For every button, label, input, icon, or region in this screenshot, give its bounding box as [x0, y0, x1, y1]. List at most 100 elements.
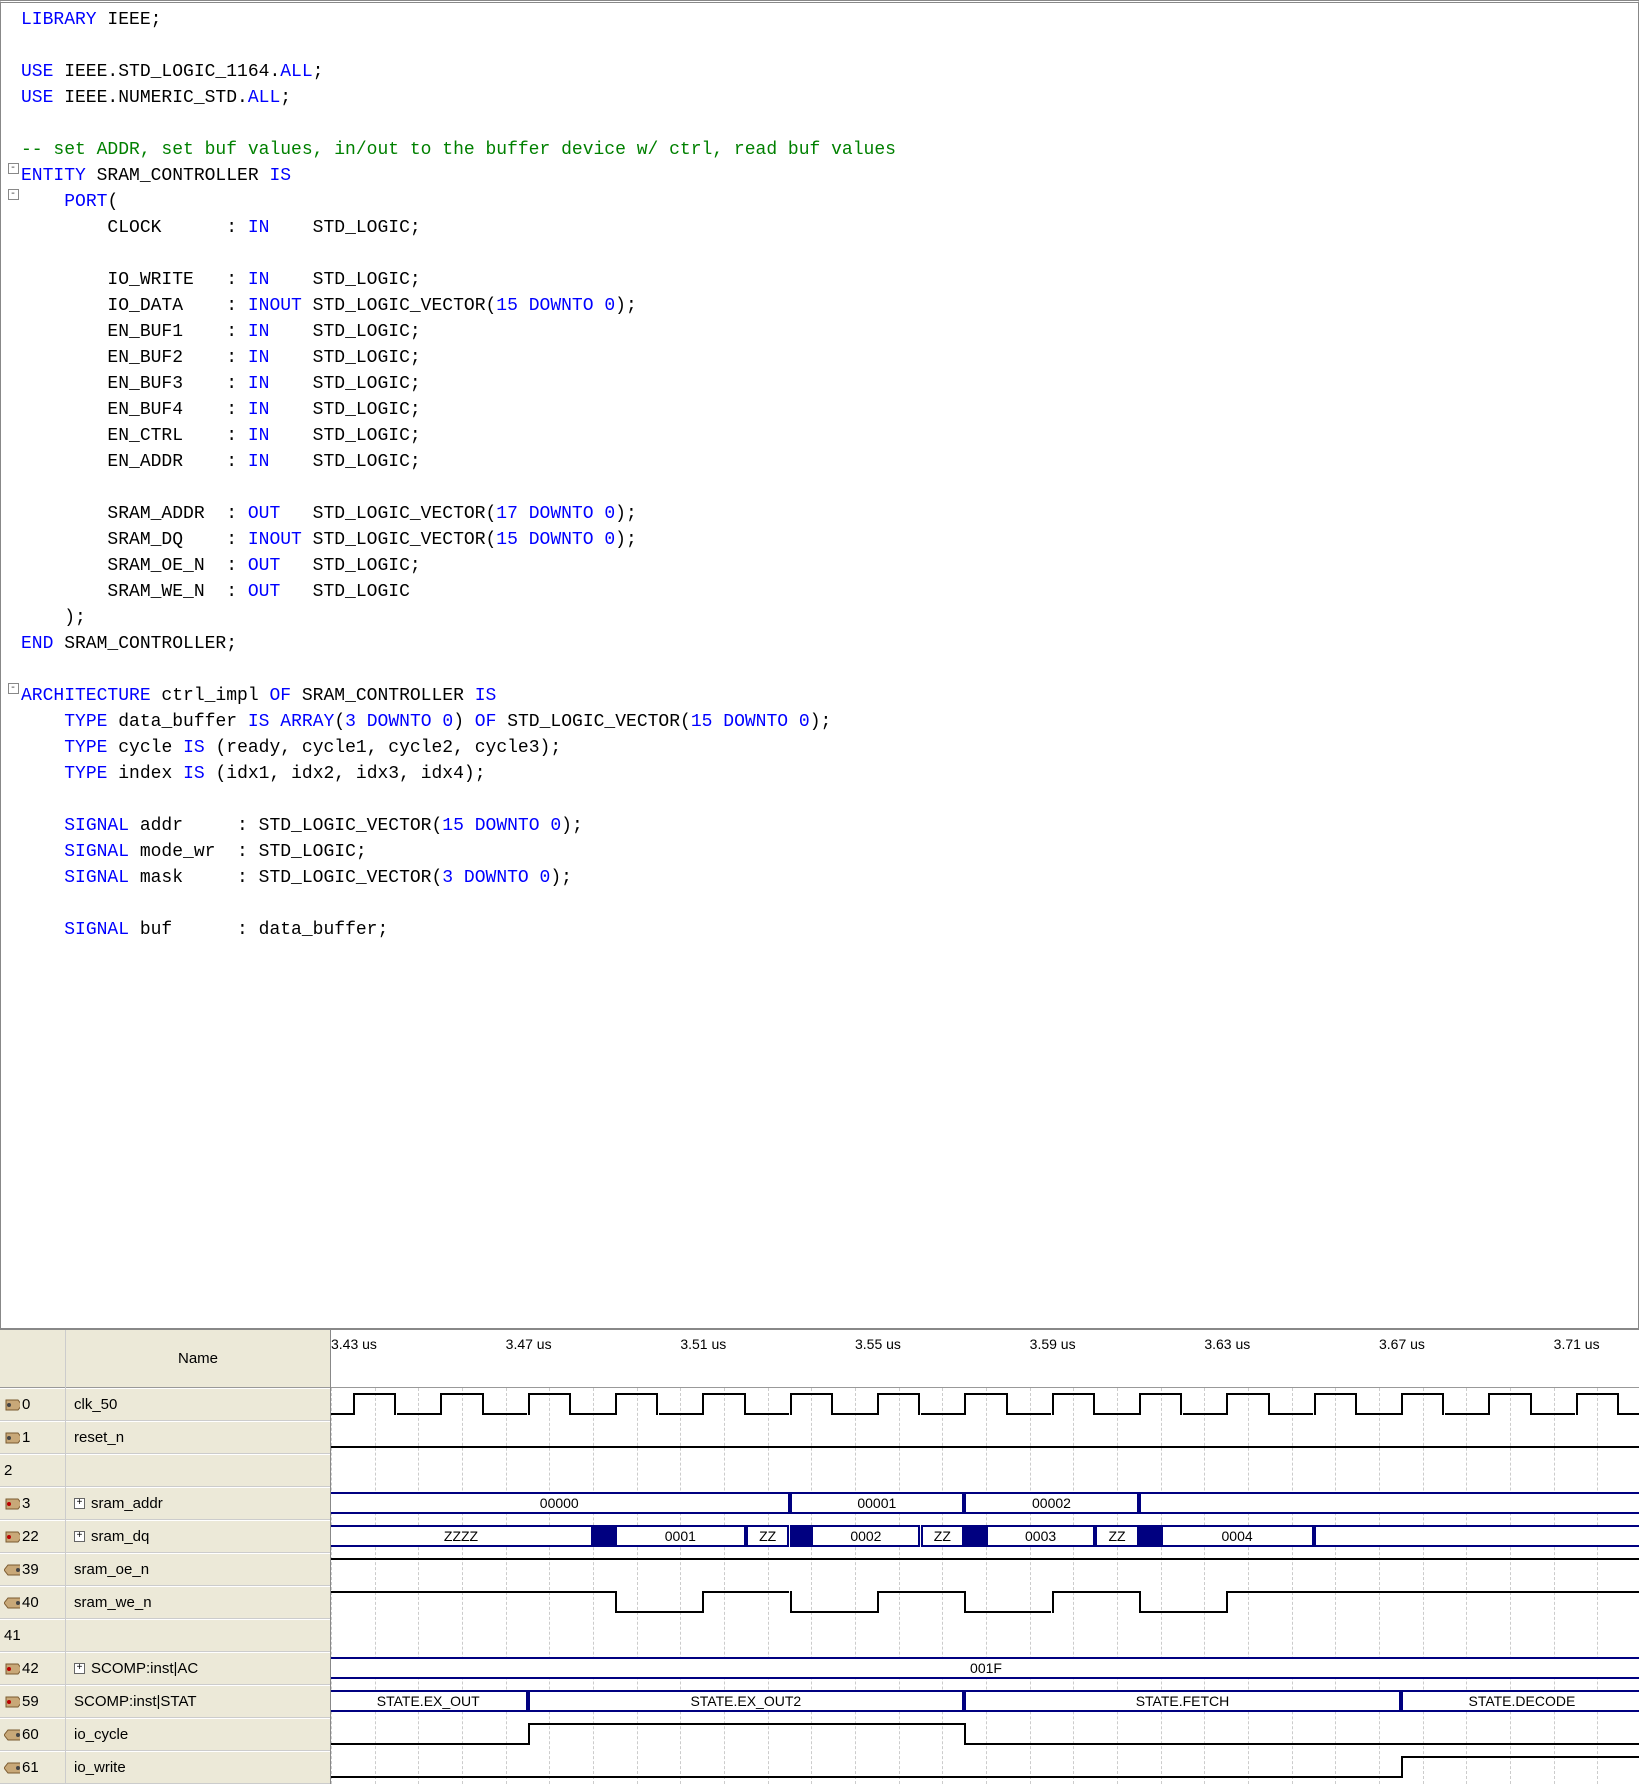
signal-index[interactable]: 41 — [0, 1619, 65, 1652]
code-line[interactable]: SIGNAL mask : STD_LOGIC_VECTOR(3 DOWNTO … — [5, 865, 1638, 891]
code-line[interactable]: END SRAM_CONTROLLER; — [5, 631, 1638, 657]
bus-segment: 0002 — [811, 1525, 920, 1547]
bus-segment — [1314, 1525, 1639, 1547]
name-header: Name — [66, 1330, 330, 1388]
code-line[interactable] — [5, 241, 1638, 267]
fold-toggle-icon[interactable]: - — [8, 189, 19, 200]
code-line[interactable]: TYPE cycle IS (ready, cycle1, cycle2, cy… — [5, 735, 1638, 761]
code-line[interactable]: SIGNAL addr : STD_LOGIC_VECTOR(15 DOWNTO… — [5, 813, 1638, 839]
signal-name-cell[interactable] — [66, 1619, 330, 1652]
signal-name-cell[interactable]: +sram_dq — [66, 1520, 330, 1553]
signal-index[interactable]: 39 — [0, 1553, 65, 1586]
fold-toggle-icon[interactable]: - — [8, 683, 19, 694]
waveform-lane: ZZZZ0001ZZ0002ZZ0003ZZ0004 — [331, 1520, 1639, 1553]
signal-name: reset_n — [74, 1429, 124, 1446]
code-line[interactable]: SRAM_OE_N : OUT STD_LOGIC; — [5, 553, 1638, 579]
bus-segment: STATE.FETCH — [964, 1690, 1401, 1712]
signal-index[interactable]: 1 — [0, 1421, 65, 1454]
signal-name-cell[interactable]: sram_we_n — [66, 1586, 330, 1619]
signal-index-number: 2 — [4, 1462, 12, 1479]
code-line[interactable] — [5, 657, 1638, 683]
signal-index[interactable]: 0 — [0, 1388, 65, 1421]
code-line[interactable]: -ARCHITECTURE ctrl_impl OF SRAM_CONTROLL… — [5, 683, 1638, 709]
signal-name-cell[interactable]: io_cycle — [66, 1718, 330, 1751]
bus-segment: ZZ — [1095, 1525, 1139, 1547]
bus-pin-icon — [4, 1661, 20, 1677]
waveform-canvas[interactable]: 3.43 us3.47 us3.51 us3.55 us3.59 us3.63 … — [331, 1330, 1639, 1784]
code-text: SIGNAL mask : STD_LOGIC_VECTOR(3 DOWNTO … — [21, 865, 1638, 891]
signal-index[interactable]: 2 — [0, 1454, 65, 1487]
signal-name-cell[interactable] — [66, 1454, 330, 1487]
signal-index[interactable]: 40 — [0, 1586, 65, 1619]
signal-name-cell[interactable]: sram_oe_n — [66, 1553, 330, 1586]
code-line[interactable]: EN_BUF1 : IN STD_LOGIC; — [5, 319, 1638, 345]
code-text: EN_ADDR : IN STD_LOGIC; — [21, 449, 1638, 475]
code-line[interactable] — [5, 787, 1638, 813]
code-line[interactable]: SRAM_WE_N : OUT STD_LOGIC — [5, 579, 1638, 605]
code-line[interactable]: IO_DATA : INOUT STD_LOGIC_VECTOR(15 DOWN… — [5, 293, 1638, 319]
fold-gutter[interactable]: - — [5, 683, 21, 694]
code-text — [21, 475, 1638, 501]
in-pin-icon — [4, 1430, 20, 1446]
code-line[interactable]: TYPE data_buffer IS ARRAY(3 DOWNTO 0) OF… — [5, 709, 1638, 735]
code-editor[interactable]: LIBRARY IEEE; USE IEEE.STD_LOGIC_1164.AL… — [0, 0, 1639, 1328]
code-line[interactable]: SIGNAL mode_wr : STD_LOGIC; — [5, 839, 1638, 865]
expand-icon[interactable]: + — [74, 1663, 85, 1674]
signal-name-cell[interactable]: reset_n — [66, 1421, 330, 1454]
code-line[interactable]: EN_ADDR : IN STD_LOGIC; — [5, 449, 1638, 475]
code-line[interactable]: CLOCK : IN STD_LOGIC; — [5, 215, 1638, 241]
code-line[interactable]: USE IEEE.NUMERIC_STD.ALL; — [5, 85, 1638, 111]
code-text: -- set ADDR, set buf values, in/out to t… — [21, 137, 1638, 163]
code-text: PORT( — [21, 189, 1638, 215]
expand-icon[interactable]: + — [74, 1498, 85, 1509]
signal-name-cell[interactable]: +sram_addr — [66, 1487, 330, 1520]
code-line[interactable] — [5, 33, 1638, 59]
code-line[interactable]: LIBRARY IEEE; — [5, 7, 1638, 33]
fold-gutter[interactable]: - — [5, 189, 21, 200]
code-line[interactable]: EN_BUF4 : IN STD_LOGIC; — [5, 397, 1638, 423]
code-line[interactable]: EN_BUF2 : IN STD_LOGIC; — [5, 345, 1638, 371]
waveform-lane: 000000000100002 — [331, 1487, 1639, 1520]
signal-index[interactable]: 60 — [0, 1718, 65, 1751]
code-line[interactable]: IO_WRITE : IN STD_LOGIC; — [5, 267, 1638, 293]
signal-index[interactable]: 22 — [0, 1520, 65, 1553]
signal-index[interactable]: 42 — [0, 1652, 65, 1685]
code-line[interactable]: -- set ADDR, set buf values, in/out to t… — [5, 137, 1638, 163]
signal-index[interactable]: 59 — [0, 1685, 65, 1718]
code-line[interactable]: - PORT( — [5, 189, 1638, 215]
signal-name-cell[interactable]: clk_50 — [66, 1388, 330, 1421]
signal-name-cell[interactable]: io_write — [66, 1751, 330, 1784]
waveform-lane — [331, 1751, 1639, 1784]
fold-gutter[interactable]: - — [5, 163, 21, 174]
code-text: LIBRARY IEEE; — [21, 7, 1638, 33]
code-line[interactable] — [5, 111, 1638, 137]
code-line[interactable]: TYPE index IS (idx1, idx2, idx3, idx4); — [5, 761, 1638, 787]
code-text: EN_BUF2 : IN STD_LOGIC; — [21, 345, 1638, 371]
signal-name-cell[interactable]: +SCOMP:inst|AC — [66, 1652, 330, 1685]
code-text: SIGNAL addr : STD_LOGIC_VECTOR(15 DOWNTO… — [21, 813, 1638, 839]
code-text: IO_WRITE : IN STD_LOGIC; — [21, 267, 1638, 293]
code-line[interactable] — [5, 891, 1638, 917]
signal-name-cell[interactable]: SCOMP:inst|STAT — [66, 1685, 330, 1718]
code-line[interactable]: EN_CTRL : IN STD_LOGIC; — [5, 423, 1638, 449]
signal-index-number: 39 — [22, 1561, 39, 1578]
fold-toggle-icon[interactable]: - — [8, 163, 19, 174]
waveform-lane — [331, 1553, 1639, 1586]
code-text — [21, 787, 1638, 813]
out-pin-icon — [4, 1727, 20, 1743]
code-line[interactable]: EN_BUF3 : IN STD_LOGIC; — [5, 371, 1638, 397]
expand-icon[interactable]: + — [74, 1531, 85, 1542]
code-line[interactable]: ); — [5, 605, 1638, 631]
code-line[interactable] — [5, 475, 1638, 501]
code-line[interactable]: USE IEEE.STD_LOGIC_1164.ALL; — [5, 59, 1638, 85]
code-line[interactable]: SIGNAL buf : data_buffer; — [5, 917, 1638, 943]
signal-index[interactable]: 3 — [0, 1487, 65, 1520]
code-line[interactable]: -ENTITY SRAM_CONTROLLER IS — [5, 163, 1638, 189]
code-line[interactable]: SRAM_DQ : INOUT STD_LOGIC_VECTOR(15 DOWN… — [5, 527, 1638, 553]
code-text: ARCHITECTURE ctrl_impl OF SRAM_CONTROLLE… — [21, 683, 1638, 709]
code-line[interactable]: SRAM_ADDR : OUT STD_LOGIC_VECTOR(17 DOWN… — [5, 501, 1638, 527]
waveform-viewer[interactable]: 01 2 322 39 404142596061 Name clk_50 reset_n +… — [0, 1328, 1639, 1784]
waveform-lane — [331, 1421, 1639, 1454]
code-lines-container: LIBRARY IEEE; USE IEEE.STD_LOGIC_1164.AL… — [5, 7, 1638, 943]
signal-index[interactable]: 61 — [0, 1751, 65, 1784]
